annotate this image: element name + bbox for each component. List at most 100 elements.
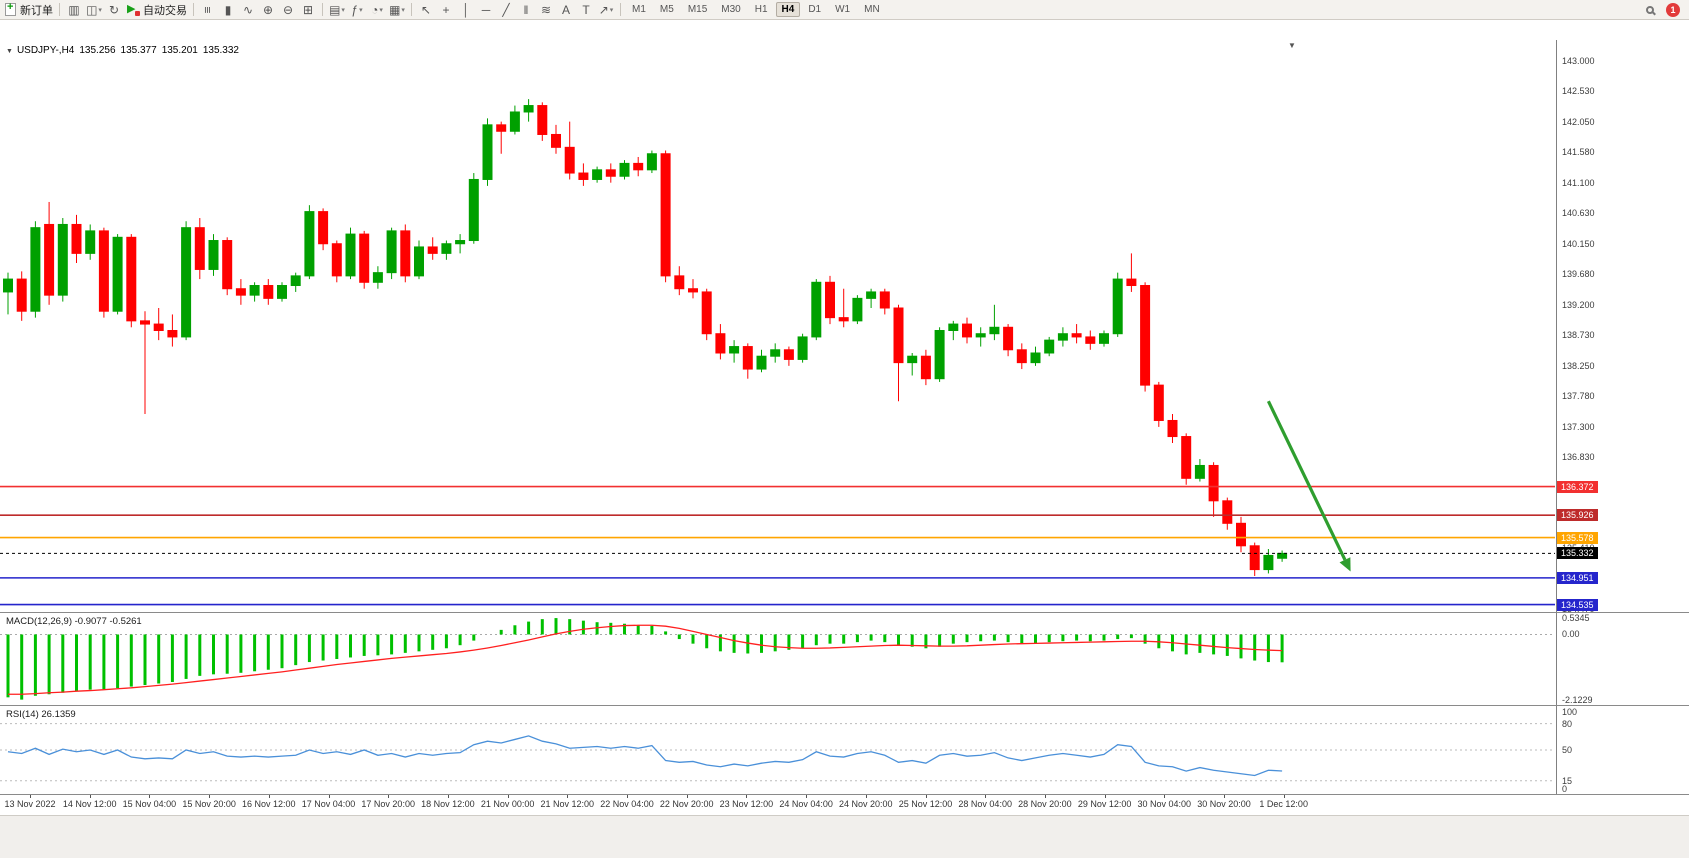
bar-chart-button[interactable]: ≡ xyxy=(198,1,218,19)
vertical-line-button[interactable]: │ xyxy=(456,1,476,19)
tile-windows-button[interactable]: ⊞ xyxy=(298,1,318,19)
timeframe-button-mn[interactable]: MN xyxy=(864,4,880,15)
macd-axis-tick: 0.5345 xyxy=(1562,613,1590,624)
magnifier-glyph xyxy=(1646,5,1654,14)
time-axis-label: 22 Nov 04:00 xyxy=(600,799,654,809)
time-tick xyxy=(328,795,330,798)
arrows-button[interactable]: ↗ ▾ xyxy=(596,1,616,19)
time-axis-label: 22 Nov 20:00 xyxy=(659,799,714,809)
periods-button[interactable]: ◔ ▾ xyxy=(367,1,387,19)
notification-badge[interactable]: 1 xyxy=(1666,2,1680,17)
macd-axis-tick: -2.1229 xyxy=(1562,694,1593,705)
timeframe-button-m30[interactable]: M30 xyxy=(721,4,741,15)
time-tick xyxy=(209,795,211,798)
price-line-label: 134.535 xyxy=(1557,598,1598,611)
chevron-down-icon: ▾ xyxy=(401,6,405,14)
time-tick xyxy=(89,795,91,798)
arrows-icon: ↗ xyxy=(598,2,609,17)
toolbar-items: 新订单▥◫▾↻▶自动交易≡▮∿⊕⊖⊞▤▾ƒ▾◔▾▦▾↖+│─╱‖≋AT↗▾M1M… xyxy=(3,0,887,19)
candlestick-series xyxy=(3,99,1288,577)
new-chart-button[interactable]: ▥ xyxy=(64,1,84,19)
trendline-button[interactable]: ╱ xyxy=(496,1,516,19)
panel-separator[interactable] xyxy=(0,612,1689,613)
arrow-annotation[interactable] xyxy=(1266,400,1351,572)
macd-histogram xyxy=(6,618,1284,700)
text-button[interactable]: A xyxy=(556,1,576,19)
time-axis-label: 17 Nov 04:00 xyxy=(301,799,356,809)
rsi-axis-tick: 50 xyxy=(1562,745,1573,755)
zoom-in-button[interactable]: ⊕ xyxy=(258,1,278,19)
horizontal-line-button[interactable]: ─ xyxy=(476,1,496,19)
line-chart-button[interactable]: ∿ xyxy=(238,1,258,19)
vertical-line-icon: │ xyxy=(462,2,470,17)
fibonacci-button[interactable]: ≋ xyxy=(536,1,556,19)
templates-icon: ▦ xyxy=(389,2,401,17)
one-click-trading-collapse-icon[interactable]: ▼ xyxy=(6,48,13,55)
timeframe-button-d1[interactable]: D1 xyxy=(808,4,822,15)
price-tick: 142.050 xyxy=(1562,116,1595,127)
new-order-label: 新订单 xyxy=(20,4,53,17)
zoom-out-icon: ⊖ xyxy=(282,2,294,17)
time-axis-label: 23 Nov 12:00 xyxy=(719,799,774,809)
timeframe-button-h4[interactable]: H4 xyxy=(775,2,801,17)
autotrading-button[interactable]: ▶ 自动交易 xyxy=(124,1,189,19)
autotrading-icon: ▶ xyxy=(126,3,140,16)
time-tick xyxy=(865,795,867,798)
periods-icon: ◔ xyxy=(371,2,379,17)
profiles-icon: ◫ xyxy=(86,2,98,17)
time-tick xyxy=(268,795,270,798)
price-tick: 137.300 xyxy=(1562,421,1595,432)
time-tick xyxy=(30,795,31,798)
time-axis-label: 21 Nov 12:00 xyxy=(540,799,595,809)
price-tick: 141.100 xyxy=(1562,177,1595,188)
text-label-button[interactable]: T xyxy=(576,1,596,19)
macd-panel-canvas[interactable] xyxy=(0,613,1555,705)
profiles-button[interactable]: ◫ ▾ xyxy=(84,1,104,19)
cursor-icon: ↖ xyxy=(420,2,432,17)
rsi-line xyxy=(7,735,1283,777)
text-label-icon: T xyxy=(582,2,590,17)
timeframe-button-m15[interactable]: M15 xyxy=(687,4,708,15)
chevron-down-icon: ▾ xyxy=(98,6,102,14)
rsi-panel-canvas[interactable] xyxy=(0,706,1555,794)
window-footer xyxy=(0,815,1689,858)
time-axis-label: 17 Nov 20:00 xyxy=(361,799,415,809)
price-line-label: 134.951 xyxy=(1557,571,1598,584)
candlestick-chart-button[interactable]: ▮ xyxy=(218,1,238,19)
zoom-out-button[interactable]: ⊖ xyxy=(278,1,298,19)
arrange-windows-button[interactable]: ▤ ▾ xyxy=(327,1,347,19)
autotrading-label: 自动交易 xyxy=(143,4,187,17)
price-tick: 137.780 xyxy=(1562,391,1595,402)
indicators-button[interactable]: ƒ ▾ xyxy=(347,1,367,19)
rsi-indicator-label: RSI(14) 26.1359 xyxy=(6,709,76,720)
time-axis-label: 24 Nov 20:00 xyxy=(839,799,893,809)
price-tick: 140.150 xyxy=(1562,238,1595,249)
templates-button[interactable]: ▦ ▾ xyxy=(387,1,407,19)
timeframe-button-m5[interactable]: M5 xyxy=(659,4,674,15)
time-axis-label: 1 Dec 12:00 xyxy=(1259,799,1308,809)
chevron-down-icon: ▾ xyxy=(359,6,363,14)
panel-separator[interactable] xyxy=(0,705,1689,706)
cursor-button[interactable]: ↖ xyxy=(416,1,436,19)
price-tick: 138.250 xyxy=(1562,360,1595,371)
channel-button[interactable]: ‖ xyxy=(516,1,536,19)
refresh-button[interactable]: ↻ xyxy=(104,1,124,19)
timeframe-button-m1[interactable]: M1 xyxy=(632,4,646,15)
tile-windows-icon: ⊞ xyxy=(302,2,314,17)
timeframe-button-h1[interactable]: H1 xyxy=(754,4,768,15)
time-tick xyxy=(1283,795,1285,798)
price-axis[interactable]: 143.000 142.530 142.050 141.580 141.100 140.6… xyxy=(1556,40,1689,795)
time-axis[interactable]: 13 Nov 2022 14 Nov 12:00 15 Nov 04:00 15 No… xyxy=(0,795,1556,815)
toolbar-separator xyxy=(59,3,60,16)
search-icon[interactable] xyxy=(1640,1,1660,19)
time-axis-label: 28 Nov 20:00 xyxy=(1018,799,1072,809)
toolbar: 新订单▥◫▾↻▶自动交易≡▮∿⊕⊖⊞▤▾ƒ▾◔▾▦▾↖+│─╱‖≋AT↗▾M1M… xyxy=(0,0,1689,20)
new-order-button[interactable]: 新订单 xyxy=(3,1,55,19)
chart-shift-marker[interactable]: ▼ xyxy=(1288,41,1296,50)
time-axis-label: 29 Nov 12:00 xyxy=(1077,799,1132,809)
time-axis-label: 15 Nov 20:00 xyxy=(182,799,236,809)
main-chart-canvas[interactable] xyxy=(0,40,1555,612)
line-chart-icon: ∿ xyxy=(242,2,254,17)
timeframe-button-w1[interactable]: W1 xyxy=(835,4,851,15)
crosshair-button[interactable]: + xyxy=(436,1,456,19)
